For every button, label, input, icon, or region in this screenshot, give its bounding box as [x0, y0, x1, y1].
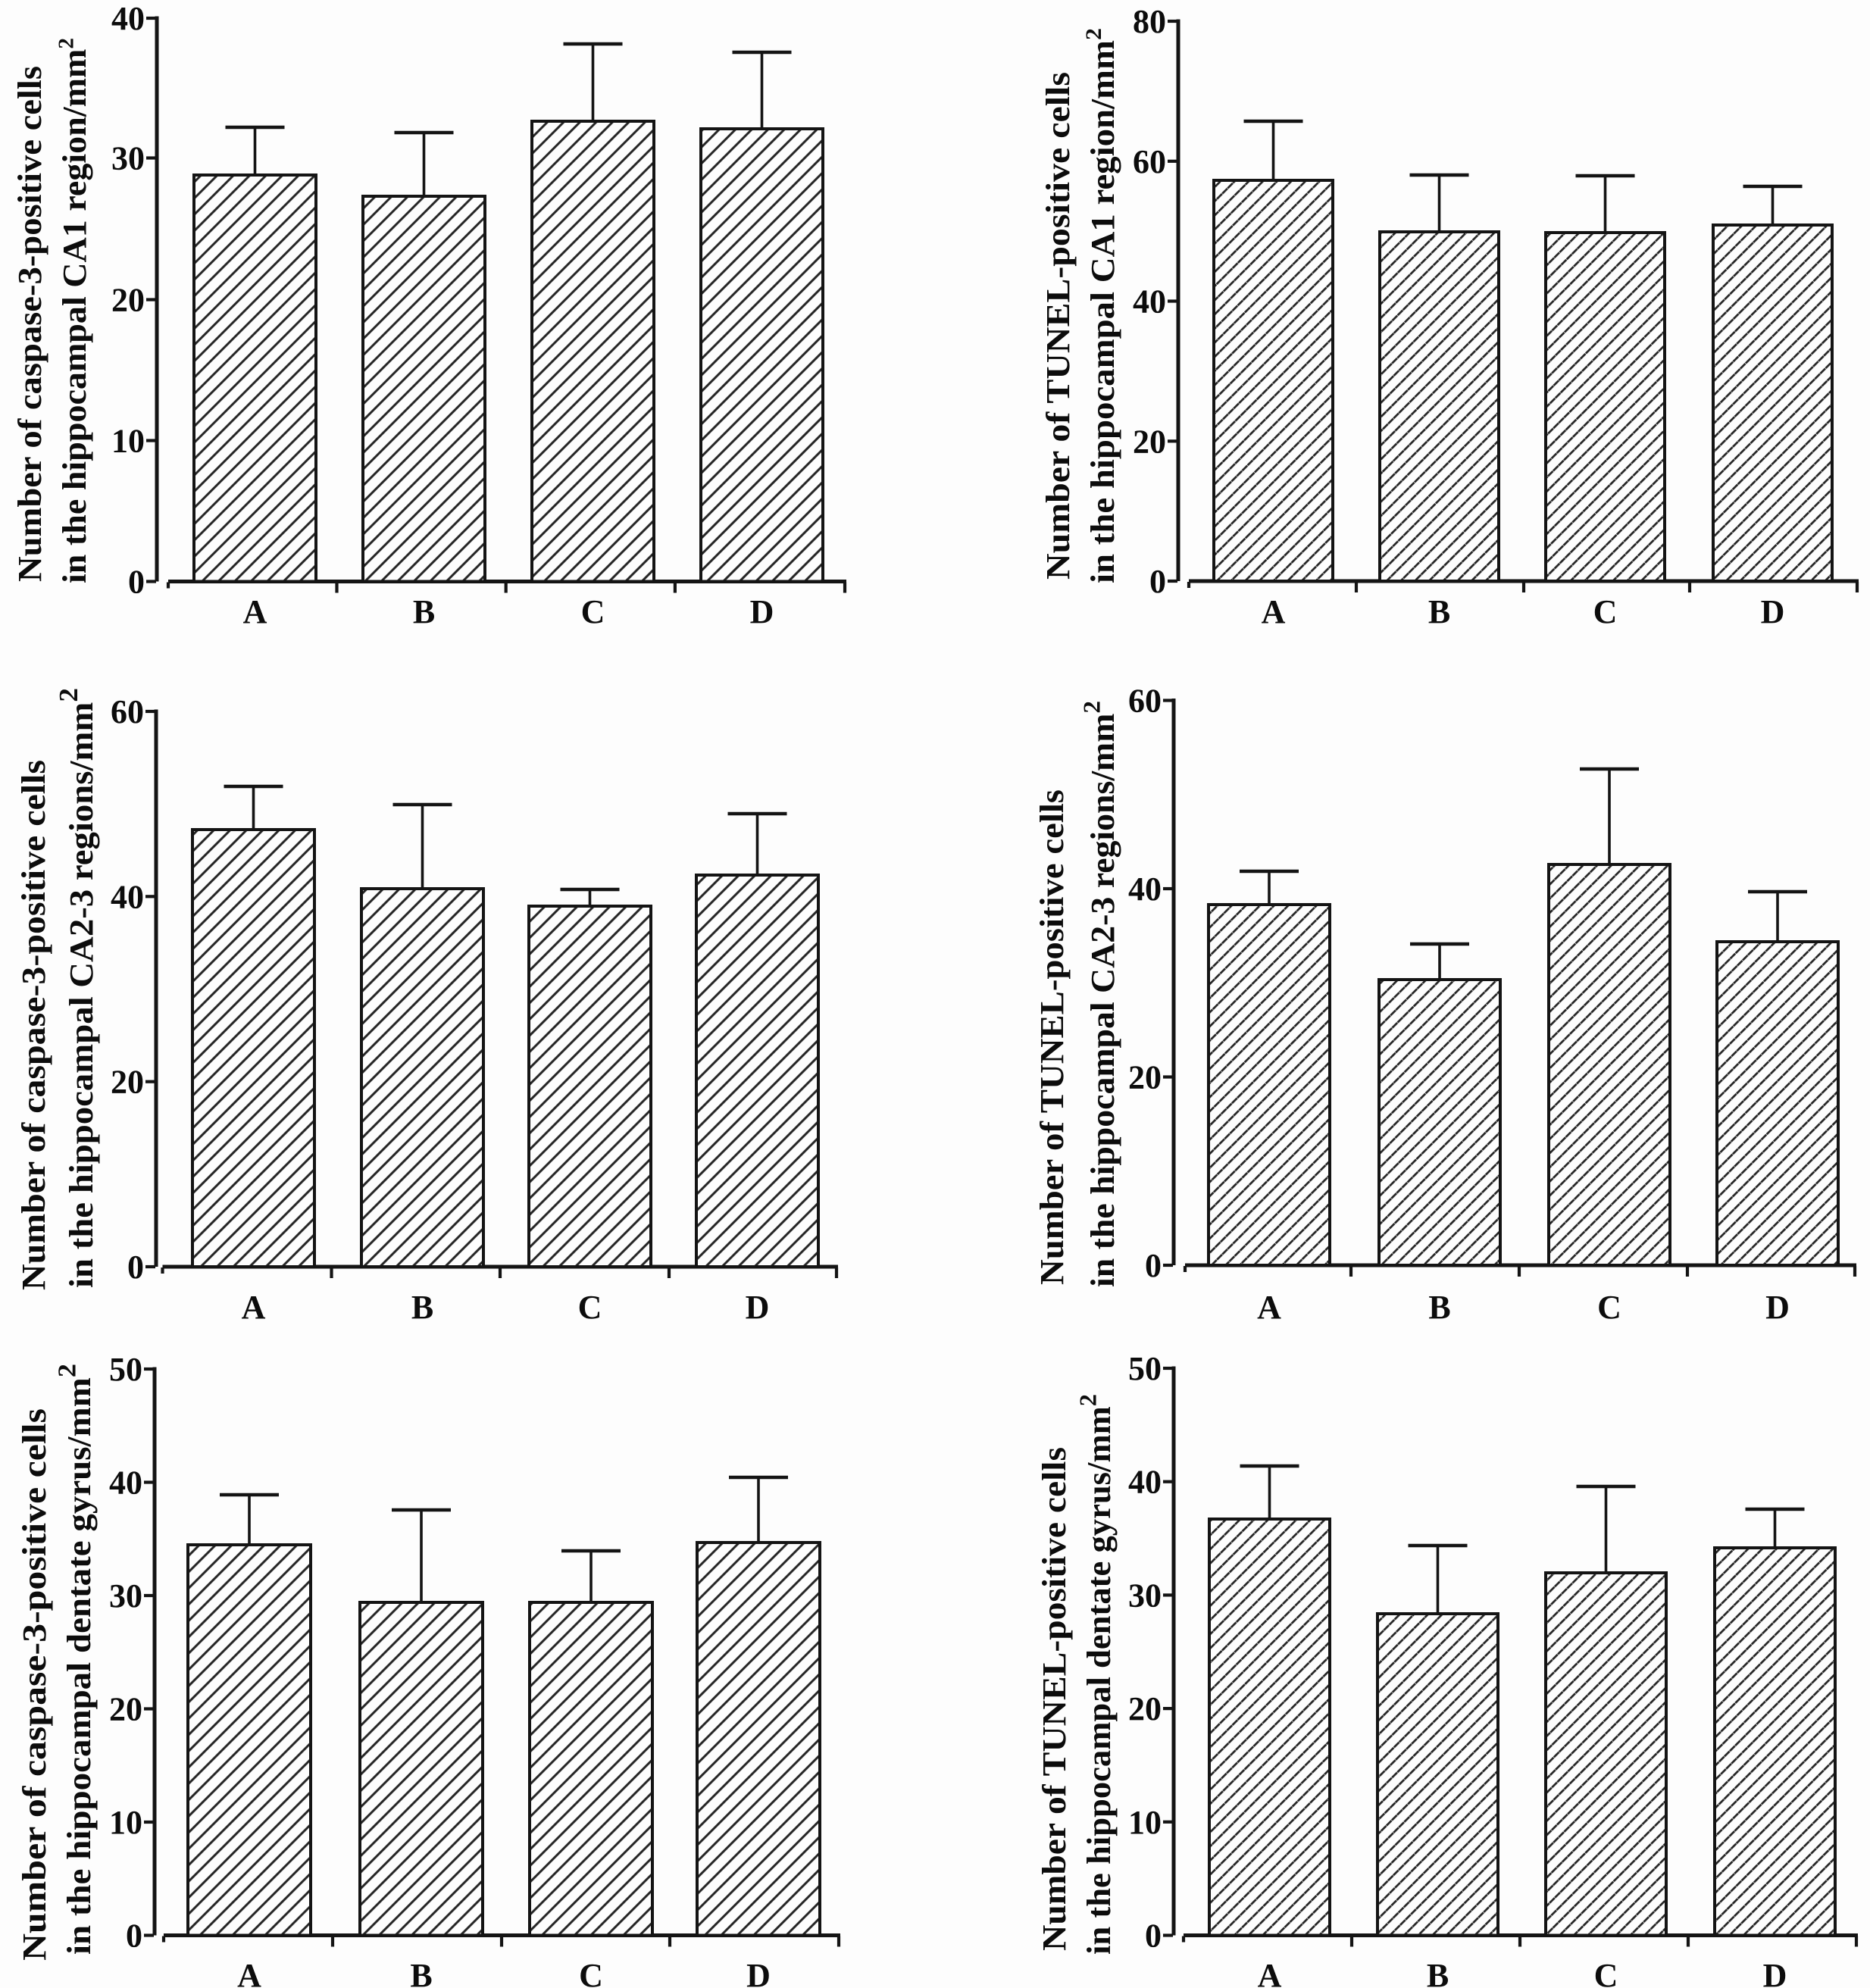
svg-text:20: 20 [1128, 1059, 1162, 1096]
svg-text:40: 40 [1128, 871, 1162, 908]
svg-text:B: B [1428, 593, 1450, 630]
svg-text:0: 0 [127, 1249, 144, 1286]
svg-text:20: 20 [1133, 423, 1166, 460]
svg-text:60: 60 [1133, 143, 1166, 180]
svg-text:B: B [411, 1289, 433, 1326]
svg-text:50: 50 [109, 1351, 142, 1388]
svg-text:0: 0 [1145, 1918, 1162, 1955]
svg-text:B: B [413, 593, 435, 630]
svg-text:10: 10 [111, 423, 145, 460]
svg-text:A: A [1257, 1289, 1281, 1326]
svg-text:20: 20 [111, 282, 145, 319]
svg-text:A: A [1262, 593, 1286, 630]
svg-text:B: B [1428, 1289, 1450, 1326]
svg-text:0: 0 [1149, 563, 1166, 600]
svg-text:20: 20 [111, 1064, 144, 1101]
svg-text:20: 20 [109, 1691, 142, 1728]
svg-text:30: 30 [109, 1577, 142, 1614]
svg-text:B: B [410, 1957, 432, 1988]
svg-text:A: A [237, 1957, 261, 1988]
svg-text:50: 50 [1128, 1350, 1162, 1387]
svg-text:20: 20 [1128, 1690, 1162, 1727]
svg-text:40: 40 [109, 1464, 142, 1502]
svg-text:A: A [1258, 1957, 1282, 1988]
svg-text:in the hippocampal CA2-3 regio: in the hippocampal CA2-3 regions/mm2 [54, 688, 100, 1288]
svg-text:Number of caspase-3-positive c: Number of caspase-3-positive cells [16, 1408, 53, 1961]
svg-text:in the hippocampal CA2-3 regio: in the hippocampal CA2-3 regions/mm2 [1077, 701, 1121, 1287]
svg-text:D: D [746, 1289, 770, 1326]
svg-text:40: 40 [1133, 283, 1166, 320]
svg-text:10: 10 [109, 1804, 142, 1841]
svg-text:C: C [579, 1957, 603, 1988]
svg-text:C: C [1593, 593, 1618, 630]
svg-text:D: D [1765, 1289, 1790, 1326]
svg-text:30: 30 [111, 140, 145, 177]
svg-text:10: 10 [1128, 1804, 1162, 1841]
svg-text:in the hippocampal dentate gyr: in the hippocampal dentate gyrus/mm2 [54, 1364, 98, 1955]
svg-text:0: 0 [126, 1918, 142, 1955]
svg-text:D: D [1761, 593, 1785, 630]
svg-text:0: 0 [1145, 1247, 1162, 1284]
svg-text:A: A [242, 1289, 266, 1326]
svg-text:in the hippocampal CA1 region/: in the hippocampal CA1 region/mm2 [1081, 28, 1121, 583]
svg-text:C: C [1597, 1289, 1621, 1326]
svg-text:A: A [243, 593, 267, 630]
svg-text:80: 80 [1133, 3, 1166, 40]
svg-text:in the hippocampal CA1 region/: in the hippocampal CA1 region/mm2 [55, 38, 93, 583]
svg-text:Number of caspase-3-positive c: Number of caspase-3-positive cells [11, 66, 48, 582]
svg-text:Number of TUNEL-positive cells: Number of TUNEL-positive cells [1034, 789, 1071, 1285]
svg-text:D: D [750, 593, 774, 630]
svg-text:40: 40 [1128, 1464, 1162, 1501]
svg-text:Number of TUNEL-positive cells: Number of TUNEL-positive cells [1040, 72, 1077, 580]
svg-text:B: B [1427, 1957, 1449, 1988]
svg-text:40: 40 [111, 0, 145, 37]
svg-text:C: C [578, 1289, 602, 1326]
svg-text:Number of caspase-3-positive c: Number of caspase-3-positive cells [15, 760, 52, 1290]
svg-text:C: C [581, 593, 605, 630]
svg-text:in the hippocampal dentate gyr: in the hippocampal dentate gyrus/mm2 [1074, 1394, 1118, 1955]
svg-text:60: 60 [111, 693, 144, 730]
svg-text:60: 60 [1128, 683, 1162, 720]
svg-text:Number of TUNEL-positive cells: Number of TUNEL-positive cells [1036, 1447, 1073, 1951]
svg-text:C: C [1594, 1957, 1618, 1988]
svg-text:D: D [1763, 1957, 1787, 1988]
svg-text:0: 0 [128, 564, 145, 601]
svg-text:30: 30 [1128, 1577, 1162, 1614]
svg-text:40: 40 [111, 878, 144, 915]
svg-text:D: D [746, 1957, 771, 1988]
